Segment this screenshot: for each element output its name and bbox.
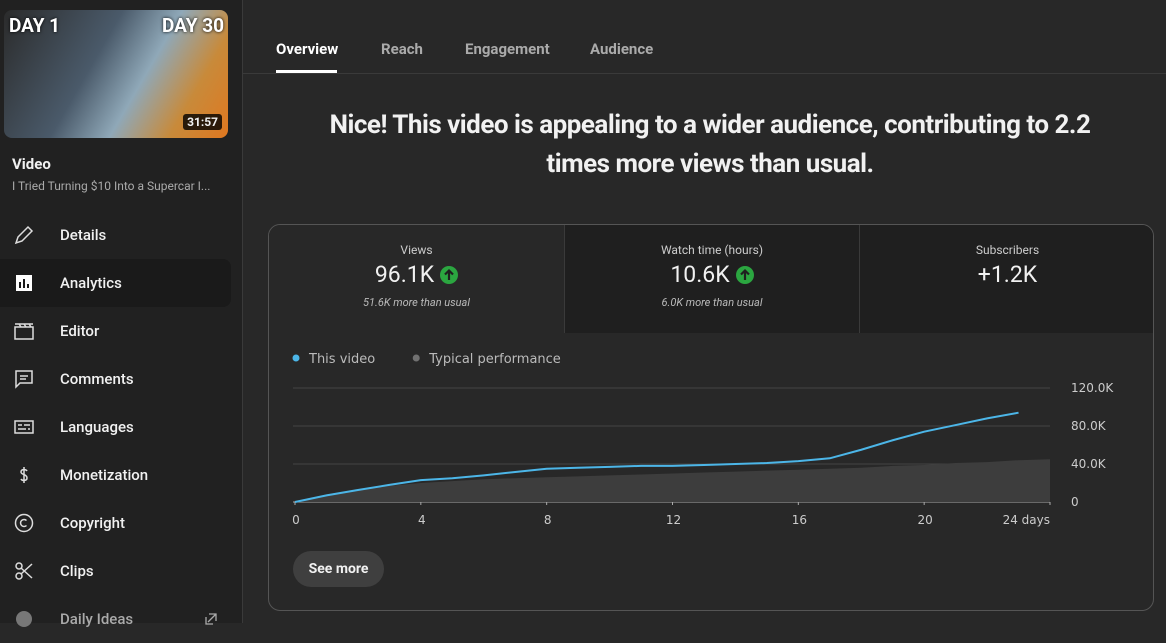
metric-label: Views <box>400 243 433 257</box>
icon <box>20 467 28 483</box>
metric-label: Subscribers <box>975 243 1040 257</box>
metric-value: 96.1K <box>374 261 435 288</box>
nav-item[interactable]: Languages <box>0 403 231 451</box>
nav-label: Monetization <box>60 466 149 484</box>
x-tick-label: 4 <box>418 513 426 527</box>
legend-dot <box>412 354 420 362</box>
nav-label: Details <box>60 226 107 244</box>
icon <box>14 420 34 434</box>
video-label: Video <box>12 155 51 173</box>
x-tick-label: 24 days <box>1003 513 1050 527</box>
icon <box>16 275 32 291</box>
metric-label: Watch time (hours) <box>660 243 764 257</box>
tab[interactable]: Overview <box>276 40 339 58</box>
up-icon <box>440 265 459 284</box>
external-icon <box>205 613 217 625</box>
y-tick-label: 80.0K <box>1071 419 1107 433</box>
metric[interactable]: Watch time (hours) 10.6K 6.0K more than … <box>564 225 859 333</box>
metric-value: 10.6K <box>670 261 730 288</box>
nav-label: Copyright <box>60 514 125 532</box>
nav-item[interactable]: Comments <box>0 355 231 403</box>
nav-item[interactable]: Analytics <box>0 259 231 307</box>
legend-dot <box>292 354 300 362</box>
nav-item[interactable]: Copyright <box>0 499 231 547</box>
metric[interactable]: Subscribers +1.2K <box>859 225 1153 333</box>
nav-label: Languages <box>60 418 134 436</box>
nav-item[interactable]: Clips <box>0 547 231 595</box>
analytics-card: Views 96.1K 51.6K more than usual Watch … <box>268 224 1154 611</box>
series-line <box>294 411 1019 503</box>
chart: This video Typical performance 0 40.0K 80.0K… <box>292 352 1114 527</box>
icon <box>14 513 34 533</box>
x-tick-label: 0 <box>292 513 300 527</box>
legend-label: Typical performance <box>428 352 561 367</box>
x-tick-label: 20 <box>918 513 933 527</box>
metric[interactable]: Views 96.1K 51.6K more than usual <box>269 225 564 333</box>
tab-underline <box>276 70 337 73</box>
nav-item[interactable]: Daily Ideas <box>0 595 231 643</box>
icon <box>15 562 33 580</box>
thumbnail[interactable]: DAY 1 DAY 30 31:57 <box>4 10 228 138</box>
nav-label: Analytics <box>60 274 122 292</box>
thumb-text: DAY 1 <box>9 14 61 37</box>
page: DAY 1 DAY 30 31:57 Video I Tried Turning… <box>0 0 1166 628</box>
headline: Nice! This video is appealing to a wider… <box>329 110 1091 179</box>
y-tick-label: 40.0K <box>1071 457 1107 471</box>
nav-item[interactable]: Monetization <box>0 451 231 499</box>
nav-label: Daily Ideas <box>60 610 134 628</box>
thumb-text: DAY 30 <box>162 14 224 37</box>
nav-item[interactable]: Editor <box>0 307 231 355</box>
x-tick-label: 16 <box>792 513 807 527</box>
legend-label: This video <box>308 352 375 367</box>
typical-area <box>295 459 1050 502</box>
y-tick-label: 120.0K <box>1071 381 1114 395</box>
divider <box>243 73 1166 74</box>
metric-value: +1.2K <box>977 261 1038 288</box>
up-icon <box>735 265 754 284</box>
y-tick-label: 0 <box>1071 495 1079 509</box>
see-more-button[interactable]: See more <box>293 551 384 587</box>
nav-item[interactable]: Details <box>0 211 231 259</box>
nav-label: Clips <box>60 562 94 580</box>
icon <box>14 323 34 340</box>
nav-label: Comments <box>60 370 134 388</box>
icon <box>14 225 34 245</box>
nav-label: Editor <box>60 322 100 340</box>
metric-note: 6.0K more than usual <box>661 296 763 309</box>
tab[interactable]: Audience <box>590 40 654 58</box>
x-tick-label: 8 <box>544 513 552 527</box>
metric-note: 51.6K more than usual <box>363 296 470 309</box>
tab[interactable]: Engagement <box>465 40 550 58</box>
icon <box>16 611 32 627</box>
tab[interactable]: Reach <box>381 40 423 58</box>
duration: 31:57 <box>183 114 222 130</box>
video-title: I Tried Turning $10 Into a Supercar I... <box>12 179 211 193</box>
icon <box>15 370 33 389</box>
x-tick-label: 12 <box>666 513 681 527</box>
sidebar: DAY 1 DAY 30 31:57 Video I Tried Turning… <box>0 0 243 628</box>
